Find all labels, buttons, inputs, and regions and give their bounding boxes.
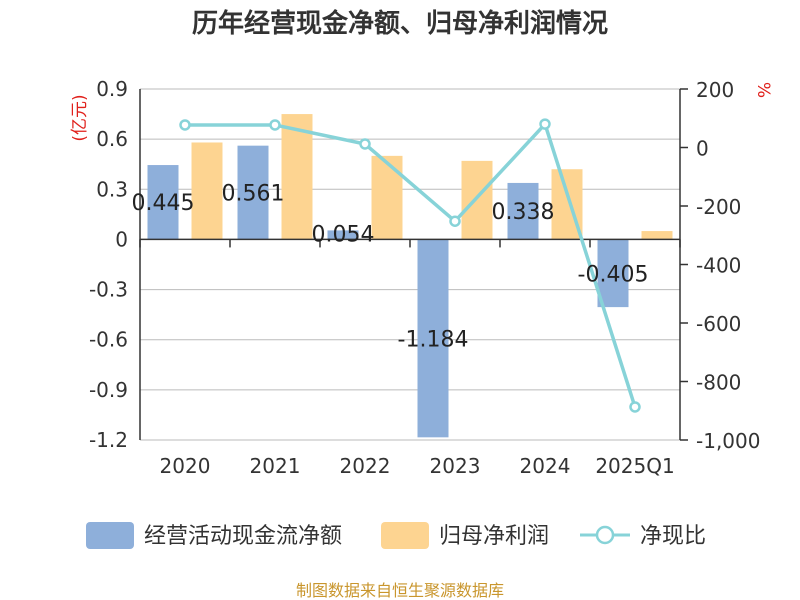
legend-swatch-net-profit [381,522,429,549]
right-tick-label: -1,000 [696,429,760,453]
legend-swatch-ratio-marker [595,525,615,545]
cashflow-data-label: 0.445 [132,191,195,216]
left-tick-label: -0.3 [89,278,128,302]
right-tick-label: -600 [696,312,741,336]
left-tick-label: 0 [115,227,128,251]
net-profit-bar [191,142,223,240]
right-tick-label: 0 [696,137,709,161]
right-tick-label: -800 [696,371,741,395]
cashflow-bar [147,165,179,240]
x-tick-label: 2021 [250,454,301,478]
right-tick-label: -200 [696,195,741,219]
x-tick-label: 2022 [340,454,391,478]
ratio-point [359,138,371,150]
ratio-line-path [185,120,637,408]
legend: 经营活动现金流净额 归母净利润 净现比 [86,522,706,549]
cashflow-data-label: -1.184 [398,327,469,352]
right-tick-label: -400 [696,254,741,278]
net-profit-bar [641,231,673,240]
left-tick-label: 0.6 [96,127,128,151]
chart-title: 历年经营现金净额、归母净利润情况 [192,8,608,39]
legend-label-cashflow: 经营活动现金流净额 [144,524,342,549]
cashflow-bar [237,145,269,240]
ratio-point [179,119,191,131]
left-tick-label: -0.6 [89,328,128,352]
legend-swatch-cashflow [86,522,134,549]
net-profit-bar [281,114,313,240]
cashflow-bar [597,239,629,308]
grid [140,88,680,441]
ratio-point [629,401,641,413]
axes: 0.9 0.6 0.3 0 -0.3 -0.6 -0.9 -1.2 200 0 -200 -400 -6… [89,77,761,478]
left-tick-label: 0.9 [96,77,128,101]
x-tick-label: 2023 [430,454,481,478]
x-tick-label: 2020 [160,454,211,478]
cashflow-data-label: 0.054 [312,222,375,247]
cashflow-data-label: -0.405 [578,262,649,287]
cashflow-data-label: 0.338 [492,200,555,225]
source-note: 制图数据来自恒生聚源数据库 [296,581,504,600]
left-axis-unit: (亿元) [70,94,90,141]
cashflow-bar [327,230,359,240]
left-tick-label: -1.2 [89,428,128,452]
cashflow-data-label: 0.561 [222,182,285,207]
right-tick-label: 200 [696,78,734,102]
data-labels: 0.445 0.561 0.054 -1.184 0.338 -0.405 [132,182,649,353]
ratio-point [269,119,281,131]
right-axis-unit: % [753,82,773,98]
net-profit-bar [371,155,403,240]
x-tick-label: 2024 [520,454,571,478]
ratio-point [449,215,461,227]
cashflow-bar [417,239,449,438]
left-tick-label: -0.9 [89,378,128,402]
legend-label-net-profit: 归母净利润 [439,524,549,549]
cashflow-bar [507,182,539,240]
net-profit-bar [461,160,493,240]
legend-label-ratio: 净现比 [640,524,706,549]
ratio-point [539,118,551,130]
ratio-line [179,118,641,413]
left-tick-label: 0.3 [96,177,128,201]
x-tick-label: 2025Q1 [595,454,674,478]
